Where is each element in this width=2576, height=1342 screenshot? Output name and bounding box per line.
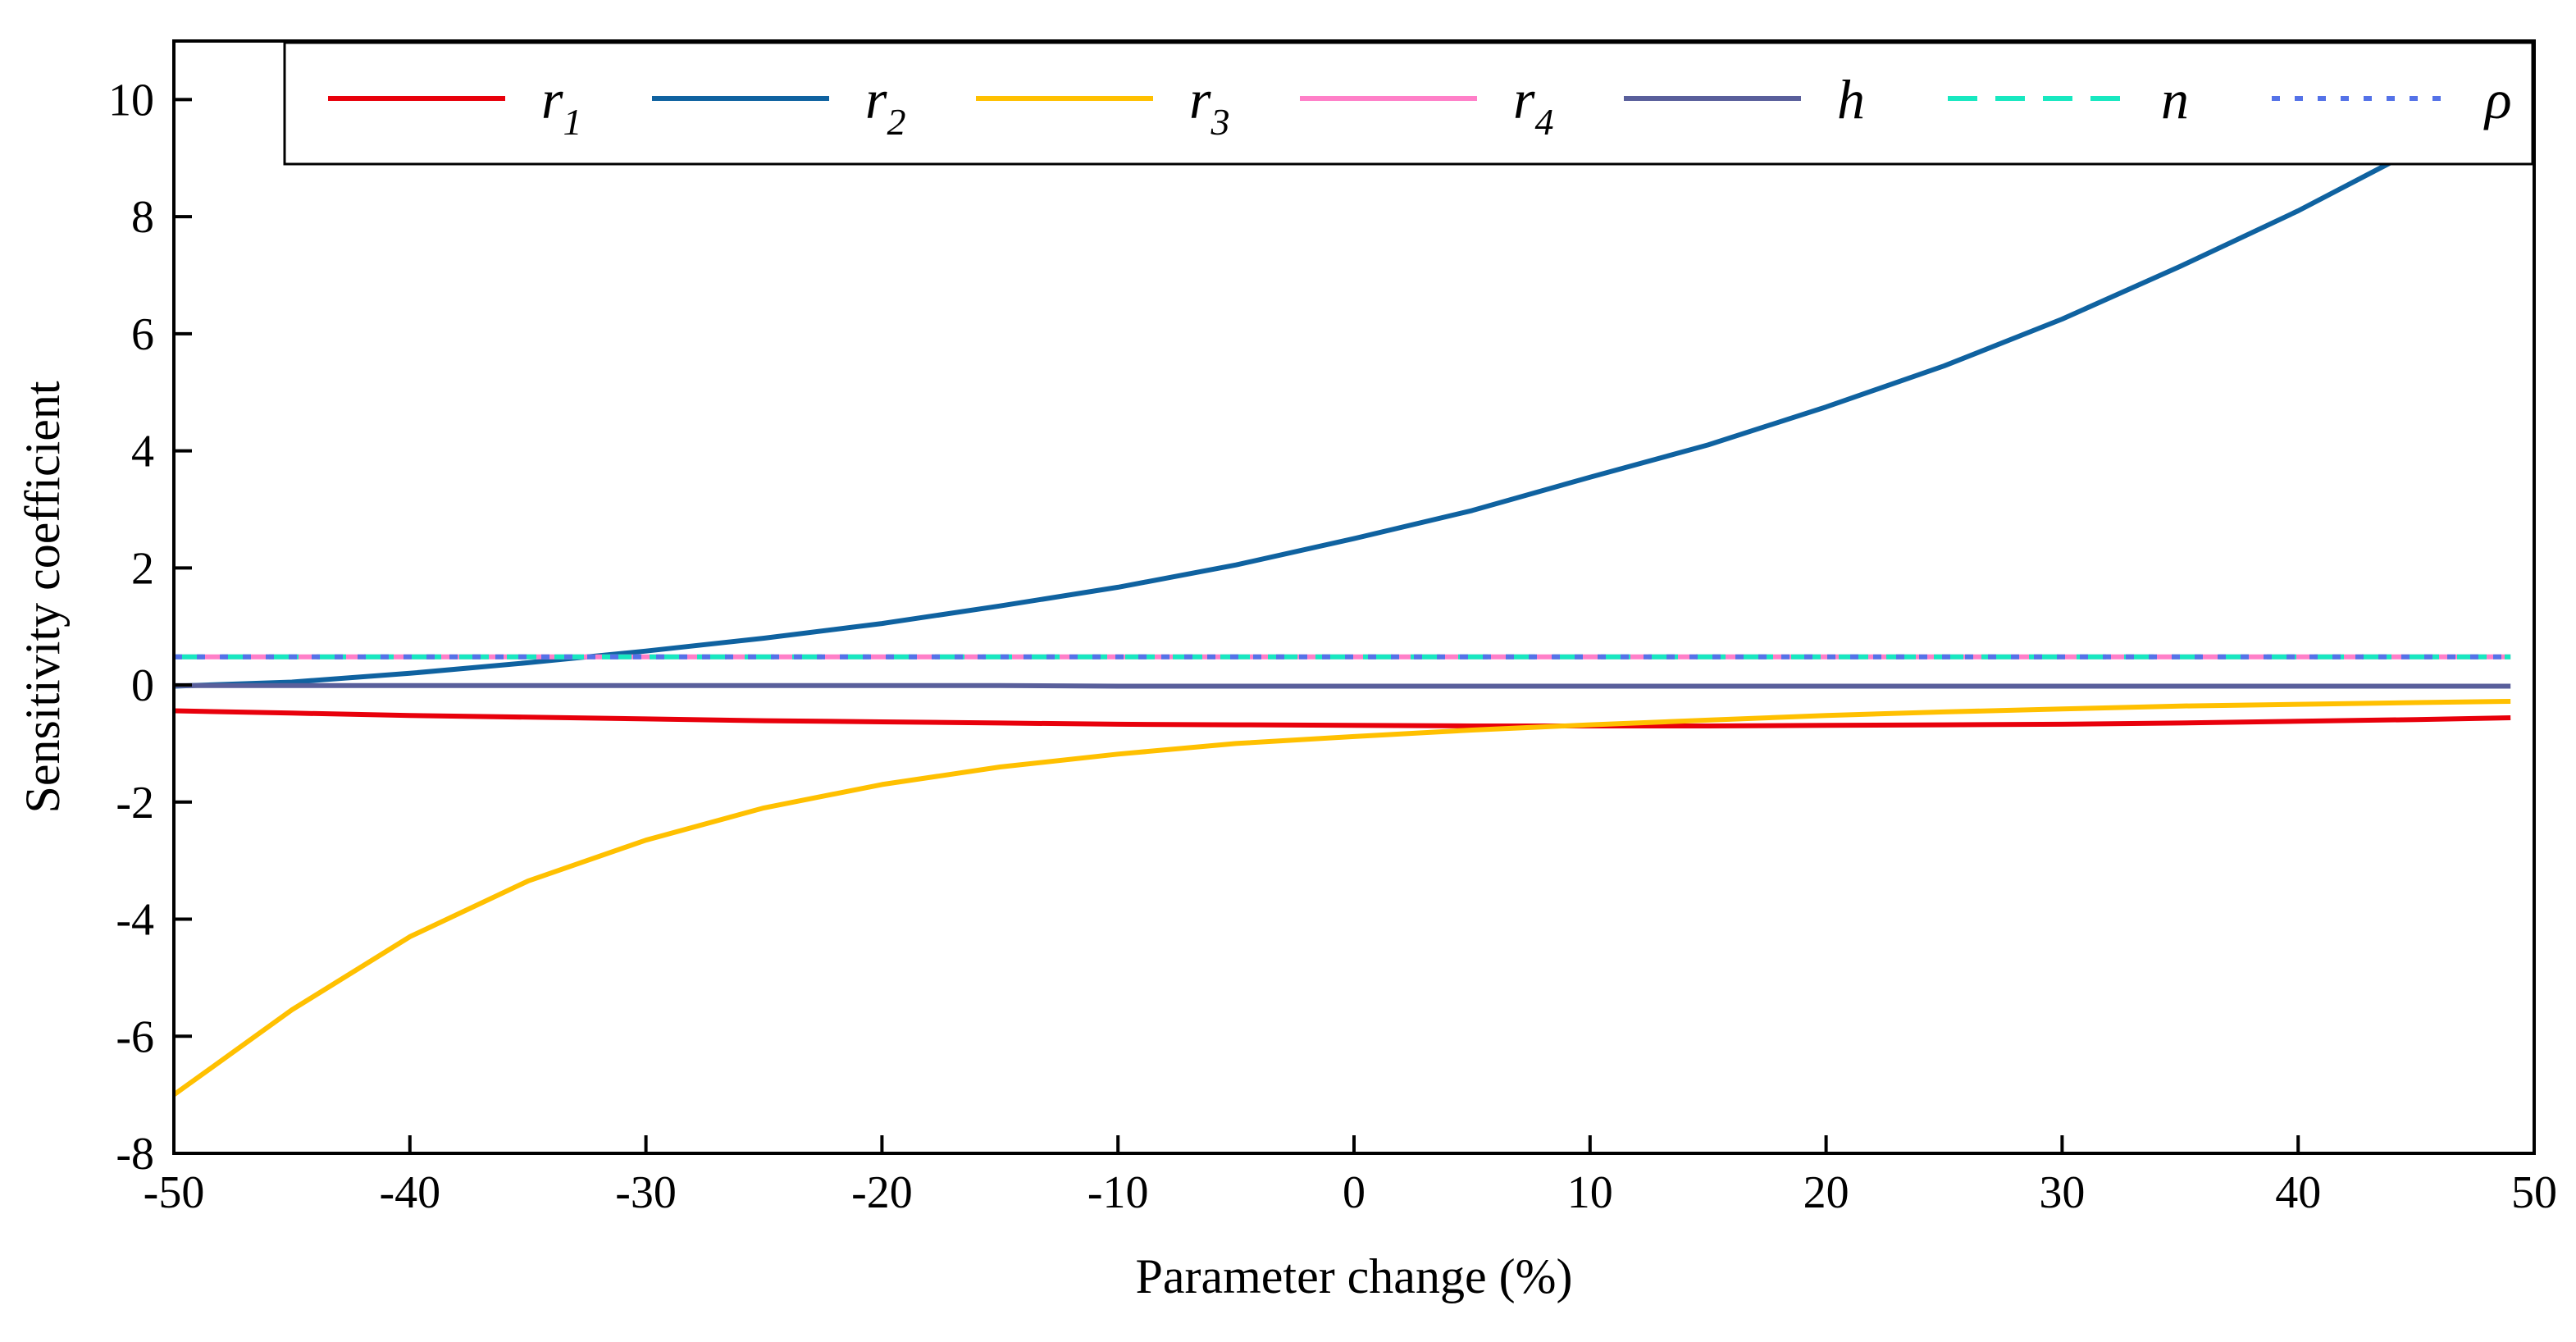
y-tick-label: 4 — [131, 427, 154, 477]
legend-label-2: r3 — [1189, 68, 1229, 143]
y-tick-label: 0 — [131, 660, 154, 711]
legend-label-5: n — [2161, 68, 2189, 130]
plot-frame — [172, 39, 2536, 1155]
x-tick-label: 20 — [1803, 1167, 1849, 1218]
x-tick-label: -20 — [851, 1167, 913, 1218]
legend-label-4: h — [1837, 68, 1865, 130]
series-line-0 — [174, 708, 2511, 728]
y-tick-label: 8 — [131, 192, 154, 243]
y-tick-label: 10 — [108, 75, 154, 126]
x-tick-label: -10 — [1087, 1167, 1149, 1218]
y-tick-label: 6 — [131, 309, 154, 360]
y-tick-label: -2 — [116, 778, 154, 828]
y-axis: -8 -6 -4 -2 0 2 4 6 8 10 — [108, 75, 192, 1180]
series-line-4 — [174, 682, 2511, 689]
legend-label-6: ρ — [2483, 68, 2512, 130]
x-tick-label: 40 — [2275, 1167, 2321, 1218]
x-tick-label: 10 — [1567, 1167, 1613, 1218]
x-tick-label: -30 — [615, 1167, 677, 1218]
series-line-1 — [174, 97, 2512, 689]
y-tick-label: -4 — [116, 895, 154, 946]
legend: r1 r2 r3 r4 h n ρ — [283, 41, 2534, 166]
series-line-2 — [174, 699, 2511, 1098]
x-tick-label: -40 — [379, 1167, 440, 1218]
x-axis: -50 -40 -30 -20 -10 0 10 20 30 40 50 — [144, 1135, 2557, 1218]
x-tick-label: 0 — [1343, 1167, 1366, 1218]
x-axis-label: Parameter change (%) — [1135, 1249, 1572, 1303]
y-tick-label: -6 — [116, 1011, 154, 1062]
y-axis-label: Sensitivity coefficient — [16, 381, 70, 813]
series-layer — [174, 97, 2512, 1098]
x-tick-label: 50 — [2511, 1167, 2557, 1218]
y-tick-label: 2 — [131, 543, 154, 594]
y-tick-label: -8 — [116, 1129, 154, 1180]
x-tick-label: 30 — [2039, 1167, 2085, 1218]
x-tick-label: -50 — [144, 1167, 205, 1218]
legend-box — [283, 41, 2534, 166]
